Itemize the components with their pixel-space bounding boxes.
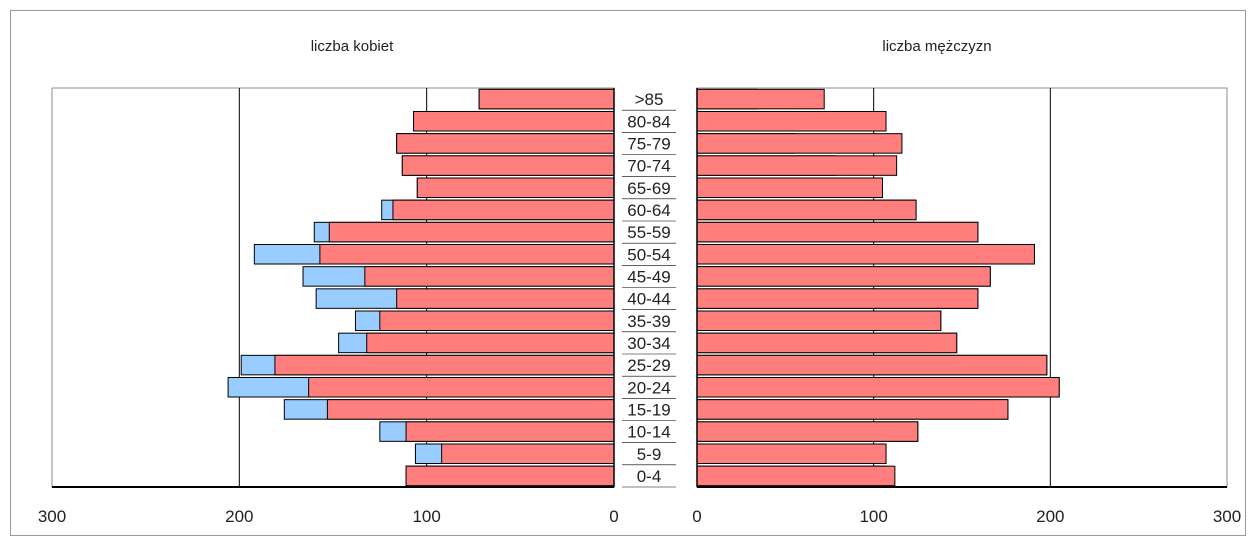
bar-panel2-series1-20-24 xyxy=(696,376,1060,398)
category-label-10-14: 10-14 xyxy=(627,423,670,442)
x-tick-label-1-0: 0 xyxy=(609,507,618,526)
category-label-60-64: 60-64 xyxy=(627,201,670,220)
x-tick-label-1-200: 200 xyxy=(225,507,253,526)
category-label-40-44: 40-44 xyxy=(627,290,670,309)
category-label->85: >85 xyxy=(635,90,664,109)
category-label-50-54: 50-54 xyxy=(627,245,670,264)
bar-panel2-series1-25-29 xyxy=(696,354,1048,376)
bar-panel2-series1-5-9 xyxy=(696,443,887,465)
bar-panel2-series1-70-74 xyxy=(696,155,898,176)
category-label-5-9: 5-9 xyxy=(637,445,662,464)
bar-panel1-series1-80-84 xyxy=(413,110,615,132)
bar-panel2-series1-50-54 xyxy=(696,243,1035,265)
bar-panel1-series1-45-49 xyxy=(364,266,615,287)
x-tick-label-2-100: 100 xyxy=(859,507,887,526)
bar-panel1-series1->85 xyxy=(478,88,615,110)
chart-frame xyxy=(10,10,1246,536)
category-label-15-19: 15-19 xyxy=(627,400,670,419)
bar-panel2-series1-55-59 xyxy=(696,221,979,243)
bar-panel1-series1-20-24 xyxy=(308,376,615,398)
category-label-35-39: 35-39 xyxy=(627,312,670,331)
x-tick-label-1-100: 100 xyxy=(412,507,440,526)
category-label-30-34: 30-34 xyxy=(627,334,670,353)
bar-panel1-series1-50-54 xyxy=(319,243,615,265)
bar-panel2-series1-40-44 xyxy=(696,288,979,309)
category-label-45-49: 45-49 xyxy=(627,267,670,286)
bar-panel2-series1->85 xyxy=(696,88,825,110)
bar-panel2-series1-35-39 xyxy=(696,310,942,332)
bar-panel2-series1-80-84 xyxy=(696,110,887,132)
bar-panel1-series1-70-74 xyxy=(401,155,615,176)
category-label-75-79: 75-79 xyxy=(627,134,670,153)
bar-panel1-series1-30-34 xyxy=(366,332,615,354)
category-label-0-4: 0-4 xyxy=(637,467,662,486)
bar-panel2-series1-30-34 xyxy=(696,332,958,354)
bar-panel2-series1-15-19 xyxy=(696,399,1009,420)
category-label-55-59: 55-59 xyxy=(627,223,670,242)
panel-title-1: liczba kobiet xyxy=(311,38,394,55)
bar-panel1-series1-60-64 xyxy=(392,199,615,221)
category-label-65-69: 65-69 xyxy=(627,179,670,198)
bar-panel1-series1-65-69 xyxy=(416,177,615,199)
bar-panel1-series1-15-19 xyxy=(326,399,615,420)
bar-panel2-series1-60-64 xyxy=(696,199,917,221)
category-label-70-74: 70-74 xyxy=(627,157,670,176)
bar-panel2-series1-10-14 xyxy=(696,421,919,442)
bar-panel1-series1-0-4 xyxy=(405,465,615,487)
x-tick-label-2-200: 200 xyxy=(1036,507,1064,526)
bar-panel2-series1-65-69 xyxy=(696,177,883,199)
bar-panel2-series1-0-4 xyxy=(696,465,896,487)
bar-panel1-series1-10-14 xyxy=(405,421,615,442)
category-label-25-29: 25-29 xyxy=(627,356,670,375)
bar-panel1-series1-40-44 xyxy=(396,288,615,309)
bar-panel1-series1-25-29 xyxy=(274,354,615,376)
x-tick-label-2-300: 300 xyxy=(1213,507,1241,526)
bar-panel2-series1-75-79 xyxy=(696,133,903,154)
category-label-20-24: 20-24 xyxy=(627,378,670,397)
bar-panel1-series1-55-59 xyxy=(328,221,615,243)
x-tick-label-1-300: 300 xyxy=(38,507,66,526)
bar-panel1-series1-75-79 xyxy=(396,133,615,154)
bar-panel1-series1-35-39 xyxy=(379,310,615,332)
panel-title-2: liczba mężczyzn xyxy=(882,38,991,55)
bar-panel1-series1-5-9 xyxy=(441,443,615,465)
category-label-80-84: 80-84 xyxy=(627,112,670,131)
bar-panel2-series1-45-49 xyxy=(696,266,991,287)
x-tick-label-2-0: 0 xyxy=(692,507,701,526)
